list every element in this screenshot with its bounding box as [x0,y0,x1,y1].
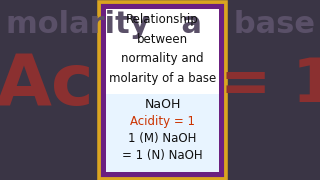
Text: = 1: = 1 [220,55,320,114]
Text: 1 (M) NaOH: 1 (M) NaOH [128,132,197,145]
Bar [106,94,219,172]
Text: = 1 (N) NaOH: = 1 (N) NaOH [122,149,203,162]
Text: molarity of a base: molarity of a base [109,72,216,85]
Text: NaOH: NaOH [144,98,181,111]
Text: Acidity = 1: Acidity = 1 [130,115,195,128]
Bar [103,6,222,175]
Text: molarity   a   base: molarity a base [5,10,315,39]
Text: normality and: normality and [121,52,204,65]
Text: between: between [137,33,188,46]
Bar [100,3,225,178]
Bar [106,9,219,94]
Text: Ac: Ac [0,51,94,120]
Text: Relationship: Relationship [126,13,199,26]
